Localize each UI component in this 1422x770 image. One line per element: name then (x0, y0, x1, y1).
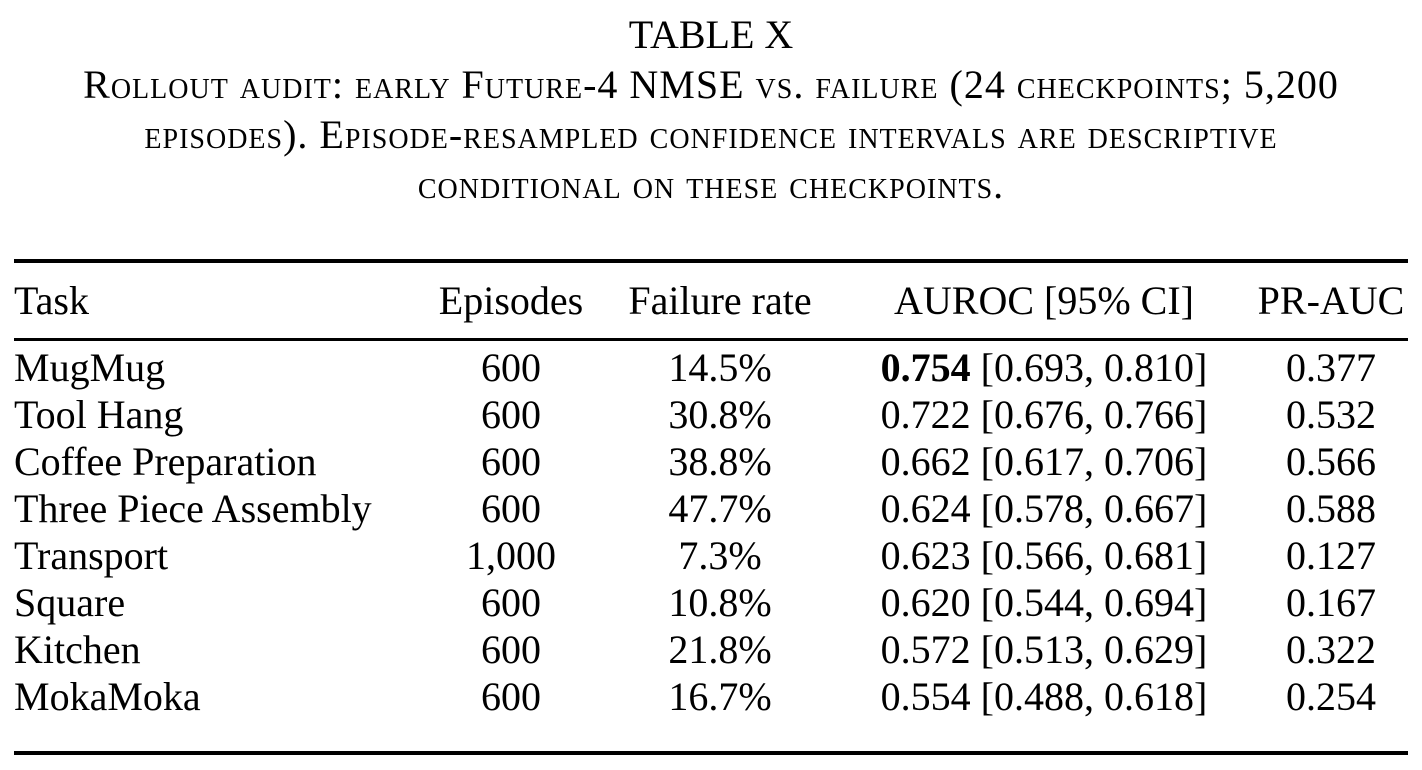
auroc-ci: [0.488, 0.618] (980, 674, 1208, 719)
table-row: Tool Hang 600 30.8% 0.722 [0.676, 0.766] 0.5… (14, 391, 1408, 438)
cell-pr-auc: 0.377 (1286, 345, 1376, 390)
table-row: Kitchen 600 21.8% 0.572 [0.513, 0.629] 0.322 (14, 626, 1408, 673)
cell-episodes: 600 (481, 674, 541, 719)
cell-failure-rate: 16.7% (668, 674, 772, 719)
auroc-value: 0.754 (880, 345, 971, 390)
cell-task: Transport (14, 533, 169, 578)
table-caption-text: Rollout audit: early Future-4 NMSE vs. f… (83, 62, 1339, 207)
cell-pr-auc: 0.322 (1286, 627, 1376, 672)
header-auroc: AUROC [95% CI] (894, 277, 1194, 323)
cell-episodes: 600 (481, 486, 541, 531)
auroc-value: 0.620 (880, 580, 971, 625)
auroc-ci: [0.617, 0.706] (980, 439, 1208, 484)
cell-episodes: 1,000 (466, 533, 556, 578)
cell-episodes: 600 (481, 627, 541, 672)
table-row: Square 600 10.8% 0.620 [0.544, 0.694] 0.167 (14, 579, 1408, 626)
cell-auroc: 0.572 [0.513, 0.629] (834, 626, 1254, 673)
cell-auroc: 0.662 [0.617, 0.706] (834, 438, 1254, 485)
cell-auroc: 0.554 [0.488, 0.618] (834, 673, 1254, 720)
cell-auroc: 0.722 [0.676, 0.766] (834, 391, 1254, 438)
cell-task: MugMug (14, 345, 166, 390)
cell-auroc: 0.754 [0.693, 0.810] (834, 326, 1254, 391)
cell-task: Coffee Preparation (14, 439, 317, 484)
header-task: Task (14, 277, 89, 323)
auroc-value: 0.722 (880, 392, 971, 437)
cell-pr-auc: 0.254 (1286, 674, 1376, 719)
auroc-ci: [0.513, 0.629] (980, 627, 1208, 672)
table-row: Three Piece Assembly 600 47.7% 0.624 [0.578… (14, 485, 1408, 532)
cell-pr-auc: 0.566 (1286, 439, 1376, 484)
auroc-value: 0.554 (880, 674, 971, 719)
cell-task: Square (14, 580, 126, 625)
cell-episodes: 600 (481, 580, 541, 625)
cell-failure-rate: 14.5% (668, 345, 772, 390)
cell-episodes: 600 (481, 439, 541, 484)
auroc-ci: [0.676, 0.766] (980, 392, 1208, 437)
header-row: Task Episodes Failure rate AUROC [95% CI… (14, 274, 1408, 326)
cell-episodes: 600 (481, 345, 541, 390)
auroc-value: 0.572 (880, 627, 971, 672)
table-row: Transport 1,000 7.3% 0.623 [0.566, 0.681] 0.… (14, 532, 1408, 579)
cell-failure-rate: 21.8% (668, 627, 772, 672)
auroc-value: 0.623 (880, 533, 971, 578)
header-pr-auc: PR-AUC (1257, 277, 1405, 323)
cell-pr-auc: 0.532 (1286, 392, 1376, 437)
cell-auroc: 0.620 [0.544, 0.694] (834, 579, 1254, 626)
table-row: Coffee Preparation 600 38.8% 0.662 [0.617, … (14, 438, 1408, 485)
table-body: MugMug 600 14.5% 0.754 [0.693, 0.810] 0.377 T… (14, 326, 1408, 720)
cell-pr-auc: 0.167 (1286, 580, 1376, 625)
bottom-rule (14, 751, 1408, 755)
cell-failure-rate: 47.7% (668, 486, 772, 531)
cell-auroc: 0.623 [0.566, 0.681] (834, 532, 1254, 579)
cell-task: Kitchen (14, 627, 141, 672)
cell-task: Three Piece Assembly (14, 486, 372, 531)
cell-pr-auc: 0.588 (1286, 486, 1376, 531)
cell-auroc: 0.624 [0.578, 0.667] (834, 485, 1254, 532)
auroc-value: 0.624 (880, 486, 971, 531)
results-table: Task Episodes Failure rate AUROC [95% CI… (14, 274, 1408, 720)
header-rule (14, 338, 1408, 341)
table-label: TABLE X (628, 12, 794, 57)
cell-failure-rate: 38.8% (668, 439, 772, 484)
table-caption: TABLE X Rollout audit: early Future-4 NM… (0, 10, 1422, 210)
auroc-ci: [0.544, 0.694] (980, 580, 1208, 625)
cell-failure-rate: 30.8% (668, 392, 772, 437)
cell-failure-rate: 7.3% (678, 533, 762, 578)
auroc-ci: [0.693, 0.810] (980, 345, 1208, 390)
auroc-value: 0.662 (880, 439, 971, 484)
table-row: MugMug 600 14.5% 0.754 [0.693, 0.810] 0.377 (14, 326, 1408, 391)
header-failure-rate: Failure rate (628, 277, 812, 323)
header-episodes: Episodes (438, 277, 584, 323)
table-row: MokaMoka 600 16.7% 0.554 [0.488, 0.618] 0.25… (14, 673, 1408, 720)
cell-episodes: 600 (481, 392, 541, 437)
cell-task: MokaMoka (14, 674, 201, 719)
cell-task: Tool Hang (14, 392, 184, 437)
cell-pr-auc: 0.127 (1286, 533, 1376, 578)
auroc-ci: [0.578, 0.667] (980, 486, 1208, 531)
cell-failure-rate: 10.8% (668, 580, 772, 625)
top-rule (14, 259, 1408, 263)
auroc-ci: [0.566, 0.681] (980, 533, 1208, 578)
